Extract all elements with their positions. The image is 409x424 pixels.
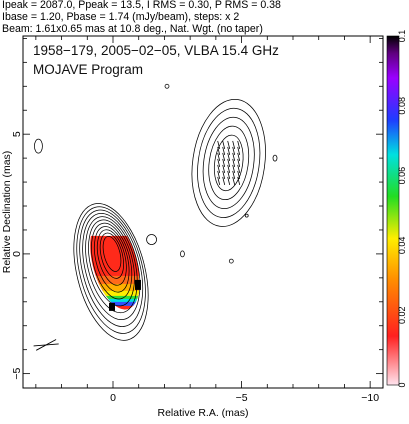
core-contour — [82, 212, 141, 321]
y-tick-label: 5 — [11, 131, 23, 137]
x-axis-label: Relative R.A. (mas) — [157, 407, 248, 419]
core-contour — [93, 226, 130, 293]
pol-vector — [237, 164, 241, 174]
pol-vector — [232, 176, 236, 186]
pol-orange — [89, 275, 139, 286]
noise-contour — [244, 213, 249, 218]
colorbar — [386, 35, 400, 386]
pol-vector — [217, 158, 221, 168]
pol-vector — [227, 140, 231, 150]
pol-vector — [217, 152, 221, 162]
pol-vector — [232, 170, 236, 180]
core-contour — [73, 203, 149, 341]
noise-contour — [164, 83, 170, 89]
jet-contour — [202, 116, 255, 209]
x-tick-label: −10 — [361, 392, 379, 404]
header-line-3: Beam: 1.61x0.65 mas at 10.8 deg., Nat. W… — [2, 23, 263, 35]
plot-area — [33, 83, 278, 351]
noise-contour — [180, 250, 185, 258]
pol-vector — [217, 140, 221, 150]
pol-vector — [237, 152, 241, 162]
y-tick-label: 0 — [11, 251, 23, 257]
core-contour — [85, 216, 138, 314]
noise-contour — [228, 258, 234, 264]
colorbar-tick-label: 0.02 — [397, 306, 407, 324]
plot-frame — [22, 35, 384, 389]
header-line-1: Ipeak = 2087.0, Ppeak = 13.5, I RMS = 0.… — [2, 0, 281, 11]
pol-vector — [217, 146, 221, 156]
core-contour — [96, 229, 127, 286]
y-tick-label: −5 — [11, 367, 23, 379]
core-contour — [79, 209, 144, 327]
pol-vector — [227, 176, 231, 186]
x-tick-label: 0 — [110, 392, 116, 404]
pol-vector — [222, 146, 226, 156]
pol-vector — [227, 152, 231, 162]
beam-minor-axis — [33, 343, 59, 347]
pol-vector — [222, 158, 226, 168]
pol-vector — [222, 164, 226, 174]
pol-peak-block — [135, 279, 141, 290]
jet-contour — [197, 107, 261, 218]
colorbar-tick-label: 0.1 — [397, 30, 407, 43]
pol-vector — [237, 170, 241, 180]
pol-vector — [232, 152, 236, 162]
core-contour — [88, 219, 135, 307]
colorbar-tick-label: 0.08 — [397, 97, 407, 115]
noise-contour — [34, 138, 43, 154]
pol-vector — [222, 152, 226, 162]
pol-yellow — [89, 290, 139, 297]
core-contour — [91, 222, 133, 300]
noise-contour — [146, 234, 157, 245]
pol-vector — [217, 164, 221, 174]
pol-vector — [237, 158, 241, 168]
core-contour — [99, 232, 124, 279]
pol-cyan — [89, 298, 139, 303]
pol-vector — [237, 146, 241, 156]
pol-amber — [89, 283, 139, 292]
y-axis-label: Relative Declination (mas) — [1, 151, 13, 274]
pol-vector — [237, 140, 241, 150]
noise-contour — [272, 154, 278, 162]
pol-vector — [222, 140, 226, 150]
pol-vector — [227, 164, 231, 174]
pol-vector — [232, 158, 236, 168]
pol-vector — [217, 176, 221, 186]
pol-vector — [227, 146, 231, 156]
colorbar-tick-label: 0.04 — [397, 237, 407, 255]
header-line-2: Ibase = 1.20, Pbase = 1.74 (mJy/beam), s… — [2, 11, 239, 23]
pol-vector — [227, 158, 231, 168]
colorbar-tick-label: 0 — [397, 382, 407, 387]
pol-vector — [232, 140, 236, 150]
jet-contour — [213, 134, 244, 192]
pol-peak-block — [109, 302, 115, 311]
colorbar-tick-label: 0.06 — [397, 167, 407, 185]
jet-contour — [208, 125, 250, 201]
pol-vector — [237, 176, 241, 186]
chart-subtitle: MOJAVE Program — [33, 62, 143, 77]
pol-vector — [232, 164, 236, 174]
x-axis-ticks: 0 −5 −10 — [35, 36, 379, 404]
pol-vector — [217, 170, 221, 180]
colorbar-ticks: 0 0.02 0.04 0.06 0.08 0.1 — [397, 30, 407, 388]
x-tick-label: −5 — [236, 392, 248, 404]
pol-vector — [232, 146, 236, 156]
core-contour — [76, 206, 146, 334]
core-contour — [102, 235, 122, 272]
pol-vector — [227, 170, 231, 180]
jet-contour — [191, 98, 266, 227]
pol-vector — [222, 176, 226, 186]
y-axis-ticks: −5 0 5 — [11, 37, 383, 380]
chart-title: 1958−179, 2005−02−05, VLBA 15.4 GHz — [33, 43, 279, 58]
pol-vector — [222, 170, 226, 180]
